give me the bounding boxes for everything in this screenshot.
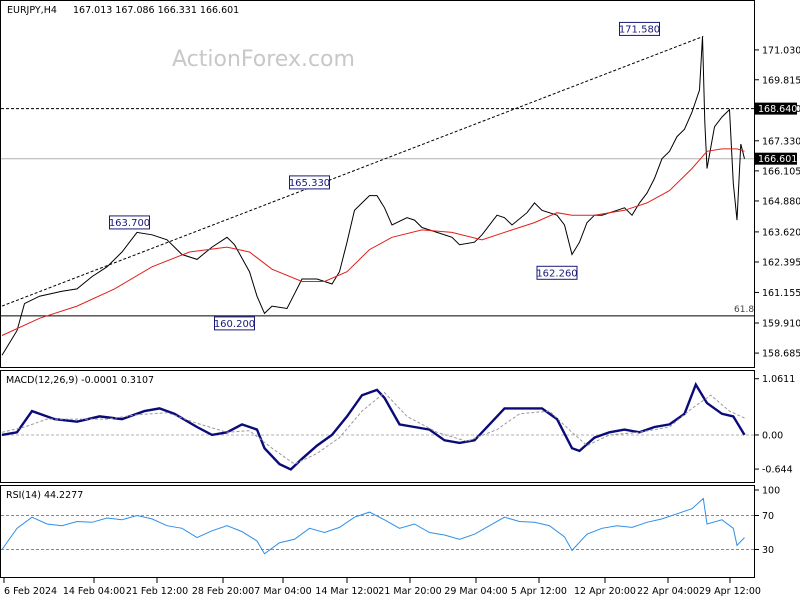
annotation-box bbox=[536, 265, 578, 280]
macd-signal-line bbox=[1, 391, 745, 465]
time-tick-label: 7 Mar 04:00 bbox=[254, 586, 311, 597]
time-tick-label: 6 Feb 2024 bbox=[4, 586, 57, 597]
macd-tick-label: -0.644 bbox=[762, 465, 793, 476]
macd-plot: MACD(12,26,9) -0.0001 0.3107 1.0611 0.00 -0… bbox=[1, 374, 795, 476]
macd-line bbox=[1, 381, 746, 471]
time-tick-label: 5 Apr 12:00 bbox=[511, 586, 567, 597]
time-tick-label: 14 Mar 12:00 bbox=[315, 586, 378, 597]
annotation-label: 165.330 bbox=[289, 178, 330, 189]
time-tick-label: 21 Feb 12:00 bbox=[126, 586, 188, 597]
price-tick-label: 163.620 bbox=[762, 227, 800, 238]
trendline bbox=[1, 35, 704, 307]
annotation-label: 163.700 bbox=[109, 218, 150, 229]
moving-average-line bbox=[1, 148, 745, 336]
annotation-box bbox=[289, 175, 330, 190]
rsi-panel-frame bbox=[0, 485, 755, 578]
price-series-line bbox=[1, 36, 745, 356]
macd-tick-label: 1.0611 bbox=[762, 374, 795, 385]
annotation-box bbox=[109, 215, 150, 230]
reference-price-box bbox=[755, 102, 797, 115]
macd-panel-frame bbox=[0, 370, 755, 483]
rsi-tick-label: 30 bbox=[762, 545, 774, 556]
annotation-box bbox=[214, 316, 255, 331]
fib-label: 61.8 bbox=[734, 305, 754, 315]
annotation-label: 160.200 bbox=[214, 319, 255, 330]
price-panel-frame bbox=[0, 0, 755, 368]
time-tick-label: 22 Apr 04:00 bbox=[637, 586, 699, 597]
price-tick-label: 164.880 bbox=[762, 196, 800, 207]
time-tick-label: 14 Feb 04:00 bbox=[63, 586, 125, 597]
rsi-line bbox=[1, 497, 745, 555]
price-tick-label: 162.395 bbox=[762, 257, 800, 268]
rsi-label: RSI(14) 44.2277 bbox=[6, 490, 83, 501]
current-price-box bbox=[755, 152, 797, 165]
time-tick-label: 28 Feb 20:00 bbox=[192, 586, 254, 597]
price-tick-label: 161.155 bbox=[762, 288, 800, 299]
time-tick-label: 21 Mar 20:00 bbox=[378, 586, 441, 597]
price-tick-label: 169.815 bbox=[762, 75, 800, 86]
time-tick-label: 29 Mar 04:00 bbox=[444, 586, 507, 597]
macd-label: MACD(12,26,9) -0.0001 0.3107 bbox=[6, 375, 154, 386]
ohlc-label: 167.013 167.086 166.331 166.601 bbox=[73, 5, 239, 16]
price-tick-label: 171.030 bbox=[762, 45, 800, 56]
price-tick-label: 167.330 bbox=[762, 136, 800, 147]
rsi-plot: RSI(14) 44.2277 100 70 30 bbox=[1, 486, 780, 556]
price-tick-label: 159.910 bbox=[762, 319, 800, 330]
annotation-box bbox=[619, 21, 660, 36]
annotation-label: 162.260 bbox=[536, 268, 577, 279]
symbol-label: EURJPY,H4 bbox=[7, 5, 57, 16]
time-axis: 6 Feb 2024 14 Feb 04:00 21 Feb 12:00 28 Feb… bbox=[3, 578, 761, 597]
price-tick-label: 158.685 bbox=[762, 349, 800, 360]
time-tick-label: 29 Apr 12:00 bbox=[699, 586, 761, 597]
reference-price-label: 168.640 bbox=[758, 104, 797, 115]
rsi-tick-label: 100 bbox=[762, 486, 780, 497]
current-price-label: 166.601 bbox=[758, 154, 797, 165]
annotation-label: 171.580 bbox=[619, 24, 660, 35]
price-plot: 171.030 169.815 168.640 167.330 166.105 164.8… bbox=[1, 21, 800, 360]
rsi-tick-label: 70 bbox=[762, 511, 774, 522]
time-tick-label: 12 Apr 20:00 bbox=[574, 586, 636, 597]
macd-tick-label: 0.00 bbox=[762, 430, 783, 441]
price-tick-label: 166.105 bbox=[762, 166, 800, 177]
watermark-text: ActionForex.com bbox=[172, 47, 355, 72]
